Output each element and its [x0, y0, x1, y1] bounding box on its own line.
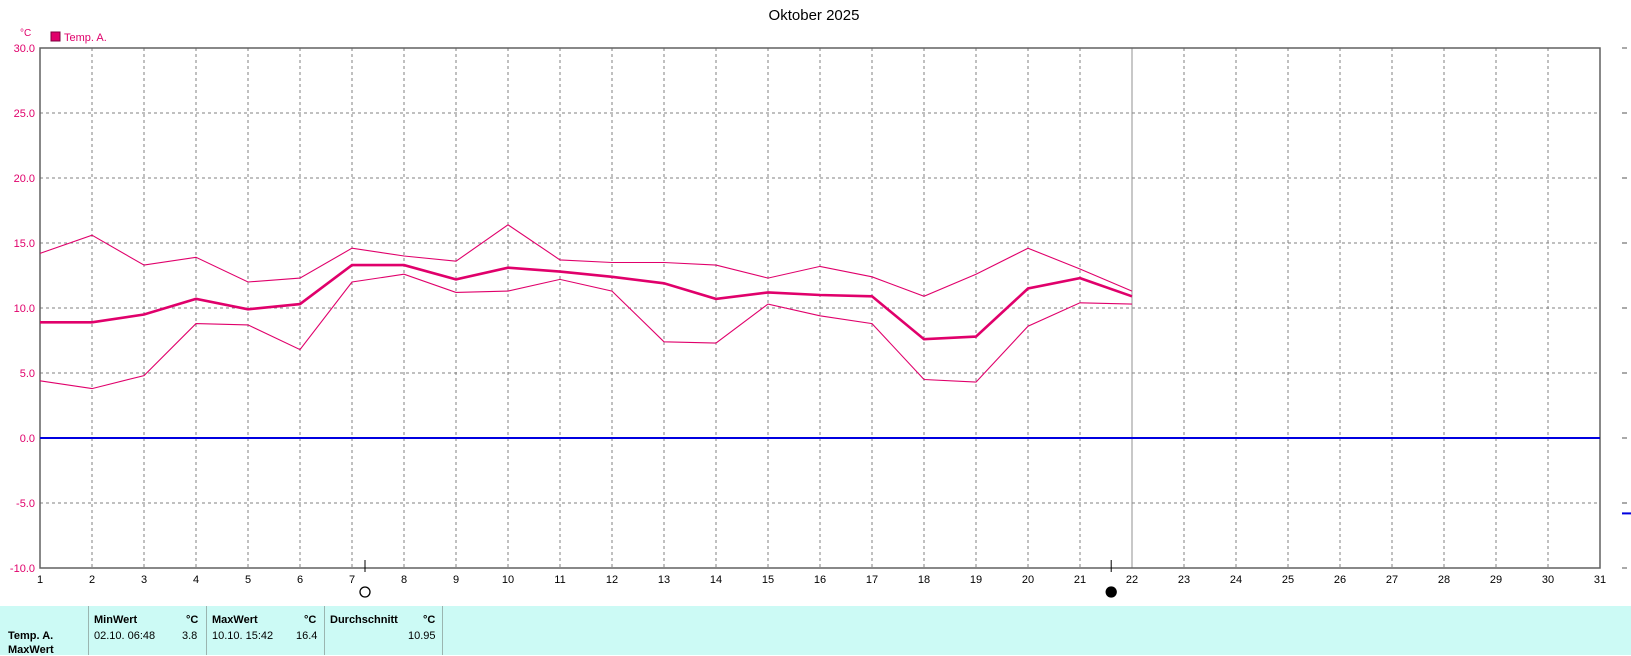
x-tick-label: 27	[1386, 574, 1398, 586]
avg-header: Durchschnitt	[330, 614, 398, 626]
x-tick-label: 6	[297, 574, 303, 586]
min-value: 3.8	[182, 630, 198, 642]
x-tick-label: 23	[1178, 574, 1190, 586]
min-header: MinWert	[94, 614, 138, 626]
x-tick-label: 18	[918, 574, 930, 586]
column-divider	[324, 606, 325, 655]
axes: 30.025.020.015.010.05.00.0-5.0-10.01 2 3 4 5…	[10, 43, 1606, 586]
temperature-chart: Oktober 2025 °C Temp. A. 30.025.020.015.…	[10, 7, 1631, 598]
x-tick-label: 17	[866, 574, 878, 586]
x-tick-label: 8	[401, 574, 407, 586]
stats-row-label: Temp. A.	[8, 630, 54, 642]
statistics-panel: Temp. A. MaxWert MinWert °C 02.10. 06:48…	[0, 606, 1631, 656]
x-tick-label: 15	[762, 574, 774, 586]
x-tick-label: 13	[658, 574, 670, 586]
x-tick-label: 3	[141, 574, 147, 586]
min-time: 02.10. 06:48	[94, 630, 156, 642]
full-moon-icon	[359, 586, 371, 598]
grid	[40, 48, 1600, 568]
x-tick-label: 16	[814, 574, 826, 586]
x-tick-label: 12	[606, 574, 618, 586]
x-tick-label: 9	[453, 574, 459, 586]
x-tick-label: 14	[710, 574, 722, 586]
legend-label: Temp. A.	[64, 32, 107, 44]
x-tick-label: 31	[1594, 574, 1606, 586]
x-tick-label: 7	[349, 574, 355, 586]
y-tick-label: 30.0	[14, 43, 35, 55]
max-value: 16.4	[296, 630, 318, 642]
max-time: 10.10. 15:42	[212, 630, 274, 642]
column-divider	[88, 606, 89, 655]
x-tick-label: 4	[193, 574, 199, 586]
x-tick-label: 10	[502, 574, 514, 586]
right-axis-ticks	[1622, 47, 1631, 569]
y-tick-label: 20.0	[14, 173, 35, 185]
y-tick-label: 10.0	[14, 303, 35, 315]
x-tick-label: 22	[1126, 574, 1138, 586]
x-tick-label: 30	[1542, 574, 1554, 586]
y-tick-label: 15.0	[14, 238, 35, 250]
x-tick-label: 24	[1230, 574, 1242, 586]
avg-unit: °C	[423, 614, 436, 626]
x-tick-label: 1	[37, 574, 43, 586]
moon-markers	[359, 560, 1117, 598]
x-tick-label: 21	[1074, 574, 1086, 586]
x-tick-label: 5	[245, 574, 251, 586]
x-tick-label: 25	[1282, 574, 1294, 586]
stats-row-label-2: MaxWert	[8, 644, 54, 656]
series-line-max	[39, 224, 1133, 297]
min-unit: °C	[186, 614, 199, 626]
series-line-mean	[40, 263, 1133, 341]
max-unit: °C	[304, 614, 317, 626]
x-tick-label: 29	[1490, 574, 1502, 586]
max-header: MaxWert	[212, 614, 258, 626]
x-tick-label: 11	[554, 574, 565, 586]
y-tick-label: 5.0	[20, 368, 35, 380]
new-moon-icon	[1105, 586, 1117, 598]
x-tick-label: 20	[1022, 574, 1034, 586]
x-tick-label: 28	[1438, 574, 1450, 586]
y-tick-label: 25.0	[14, 108, 35, 120]
series-line-min	[39, 273, 1133, 390]
column-divider	[442, 606, 443, 655]
y-unit-label: °C	[20, 28, 31, 39]
y-tick-label: -10.0	[10, 563, 35, 575]
x-tick-label: 2	[89, 574, 95, 586]
column-divider	[206, 606, 207, 655]
y-tick-label: 0.0	[20, 433, 35, 445]
x-tick-label: 19	[970, 574, 982, 586]
chart-title: Oktober 2025	[769, 7, 860, 24]
series	[39, 224, 1600, 439]
y-tick-label: -5.0	[16, 498, 35, 510]
legend-swatch	[50, 31, 61, 42]
plot-frame	[39, 47, 1601, 569]
x-tick-label: 26	[1334, 574, 1346, 586]
avg-value: 10.95	[408, 630, 436, 642]
